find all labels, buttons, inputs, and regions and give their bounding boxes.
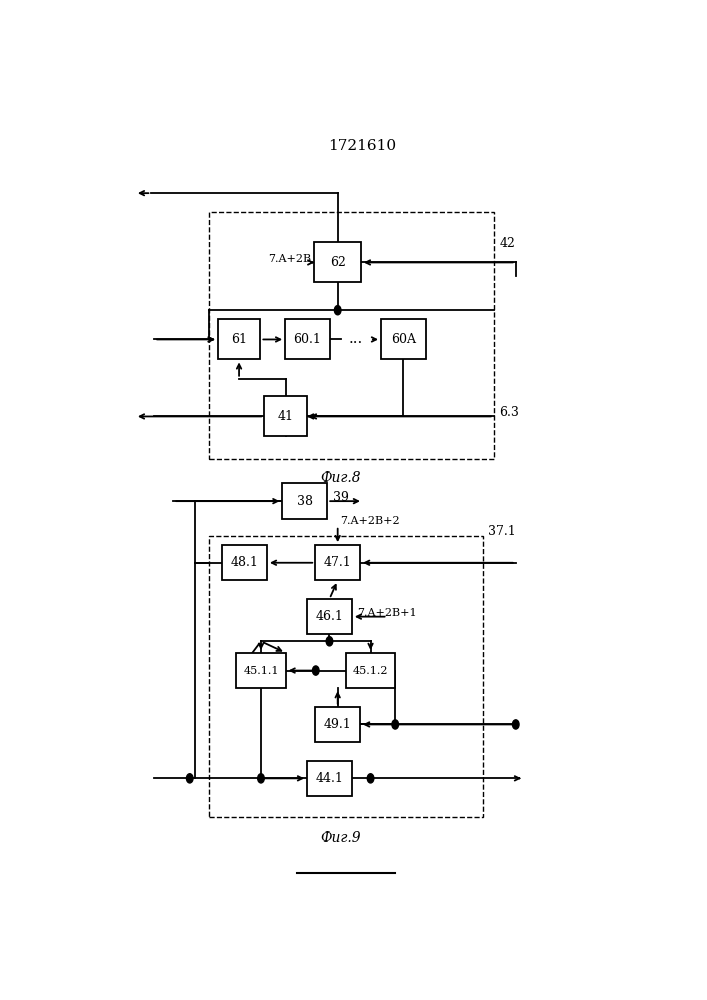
Circle shape bbox=[257, 774, 264, 783]
Circle shape bbox=[326, 637, 333, 646]
Bar bbox=[222, 545, 267, 580]
Bar bbox=[209, 212, 494, 459]
Bar bbox=[285, 319, 330, 359]
Text: 38: 38 bbox=[297, 495, 312, 508]
Text: 61: 61 bbox=[231, 333, 247, 346]
Circle shape bbox=[334, 306, 341, 315]
Bar bbox=[307, 599, 352, 634]
Text: 60A: 60A bbox=[391, 333, 416, 346]
Text: 47.1: 47.1 bbox=[324, 556, 351, 569]
Text: 45.1.2: 45.1.2 bbox=[353, 666, 388, 676]
Bar bbox=[315, 242, 361, 282]
Text: 46.1: 46.1 bbox=[315, 610, 344, 623]
Text: 7.A+2B+2: 7.A+2B+2 bbox=[341, 516, 400, 526]
Text: 62: 62 bbox=[329, 256, 346, 269]
Text: 45.1.1: 45.1.1 bbox=[243, 666, 279, 676]
Text: 41: 41 bbox=[278, 410, 293, 423]
Bar bbox=[264, 396, 307, 436]
Circle shape bbox=[513, 720, 519, 729]
Text: 37.1: 37.1 bbox=[489, 525, 516, 538]
Text: 1721610: 1721610 bbox=[328, 139, 397, 153]
Bar bbox=[381, 319, 426, 359]
Bar bbox=[315, 707, 360, 742]
Bar bbox=[218, 319, 260, 359]
Bar bbox=[307, 761, 352, 796]
Text: ...: ... bbox=[349, 332, 363, 346]
Bar bbox=[346, 653, 395, 688]
Text: 42: 42 bbox=[499, 237, 515, 250]
Text: 7.A+2B: 7.A+2B bbox=[269, 254, 312, 264]
Text: 6.3: 6.3 bbox=[499, 406, 519, 419]
Text: 39: 39 bbox=[333, 491, 349, 504]
Bar bbox=[282, 483, 327, 519]
Text: Фиг.9: Фиг.9 bbox=[320, 831, 361, 845]
Text: Фиг.8: Фиг.8 bbox=[320, 471, 361, 485]
Bar bbox=[209, 536, 483, 817]
Text: 48.1: 48.1 bbox=[230, 556, 259, 569]
Text: 60.1: 60.1 bbox=[293, 333, 322, 346]
Text: 7.A+2B+1: 7.A+2B+1 bbox=[358, 608, 417, 618]
Circle shape bbox=[392, 720, 399, 729]
Circle shape bbox=[187, 774, 193, 783]
Bar bbox=[315, 545, 360, 580]
Circle shape bbox=[367, 774, 374, 783]
Circle shape bbox=[312, 666, 319, 675]
Bar bbox=[236, 653, 286, 688]
Text: 44.1: 44.1 bbox=[315, 772, 344, 785]
Text: 49.1: 49.1 bbox=[324, 718, 351, 731]
